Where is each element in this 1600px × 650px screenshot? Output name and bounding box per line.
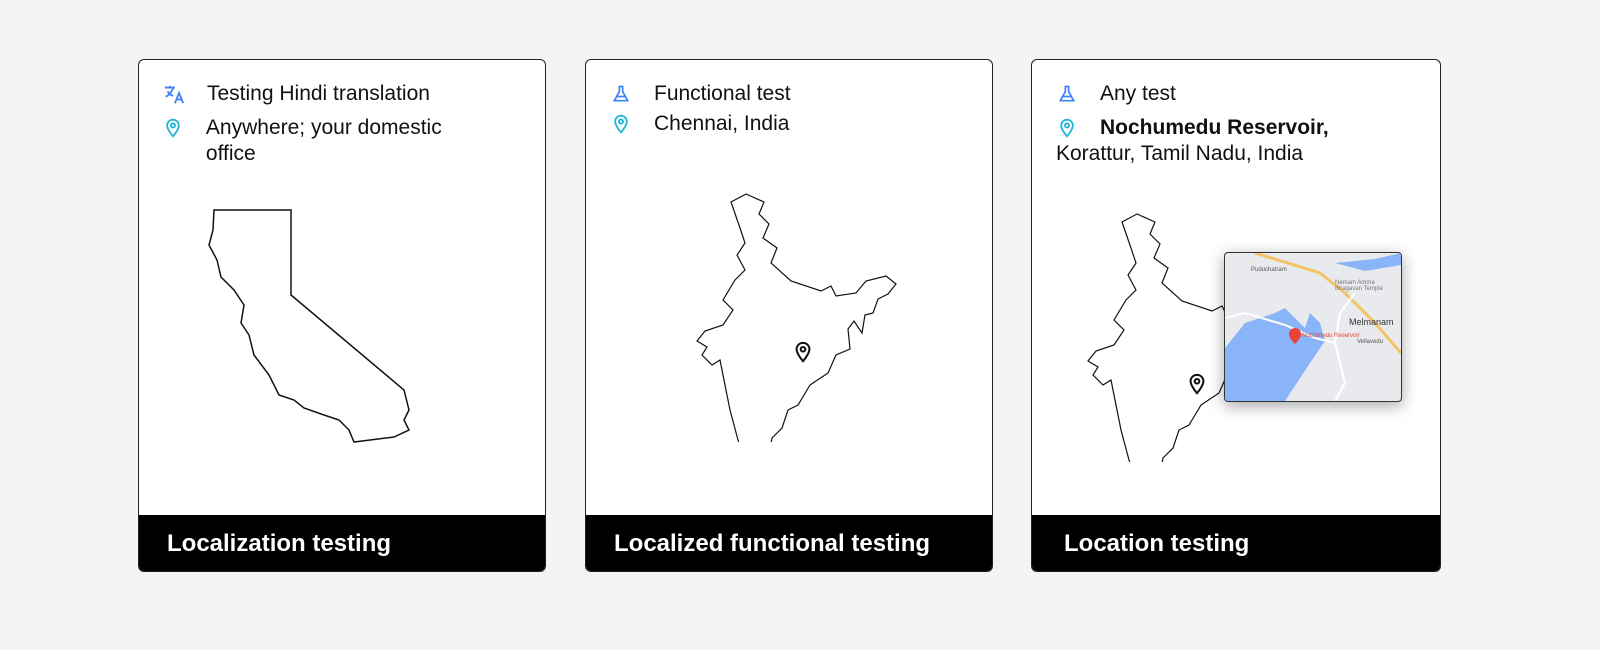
- card-localization-testing: Testing Hindi translation Anywhere; your…: [138, 59, 546, 572]
- location-row: Nochumedu Reservoir, Korattur, Tamil Nadu…: [1056, 115, 1329, 167]
- card-title: Location testing: [1032, 515, 1440, 571]
- location-label: Anywhere; your domestic office: [205, 116, 442, 165]
- card-location-testing: Any test Nochumedu Reservoir, Korattur, T…: [1031, 59, 1441, 572]
- india-outline: [686, 192, 916, 442]
- translate-icon: [163, 81, 185, 107]
- location-pin-icon: [163, 115, 184, 141]
- location-row: Anywhere; your domestic office: [163, 115, 483, 167]
- test-type-label: Any test: [1100, 82, 1176, 105]
- test-type-row: Any test: [1056, 81, 1176, 107]
- minimap-label: Puduchatram: [1251, 267, 1287, 273]
- location-minimap[interactable]: Puduchatram Nemam Amma Bhagavan Temple M…: [1224, 252, 1402, 402]
- test-type-row: Testing Hindi translation: [163, 81, 430, 107]
- location-pin-icon: [610, 111, 632, 137]
- location-row: Chennai, India: [610, 111, 789, 137]
- test-type-row: Functional test: [610, 81, 791, 107]
- card-title: Localized functional testing: [586, 515, 992, 571]
- test-type-label: Functional test: [654, 82, 791, 105]
- minimap-terrain: [1225, 253, 1401, 401]
- card-title: Localization testing: [139, 515, 545, 571]
- minimap-label: Vellavedu: [1357, 339, 1384, 345]
- california-outline: [208, 209, 411, 443]
- card-localized-functional-testing: Functional test Chennai, India Localized…: [585, 59, 993, 572]
- location-label: Chennai, India: [654, 112, 790, 135]
- location-label: Nochumedu Reservoir, Korattur, Tamil Nadu…: [1056, 116, 1329, 165]
- minimap-label: Nochimedu Reservoir: [1302, 333, 1360, 339]
- map-pin-icon: [792, 341, 814, 363]
- map-marker-icon: [1289, 328, 1301, 344]
- minimap-label: Melmanam: [1349, 317, 1394, 327]
- map-pin-icon: [1186, 373, 1208, 395]
- flask-icon: [610, 81, 632, 107]
- test-type-label: Testing Hindi translation: [207, 82, 430, 105]
- minimap-label: Nemam Amma Bhagavan Temple: [1335, 280, 1383, 292]
- flask-icon: [1056, 81, 1078, 107]
- location-pin-icon: [1056, 115, 1078, 141]
